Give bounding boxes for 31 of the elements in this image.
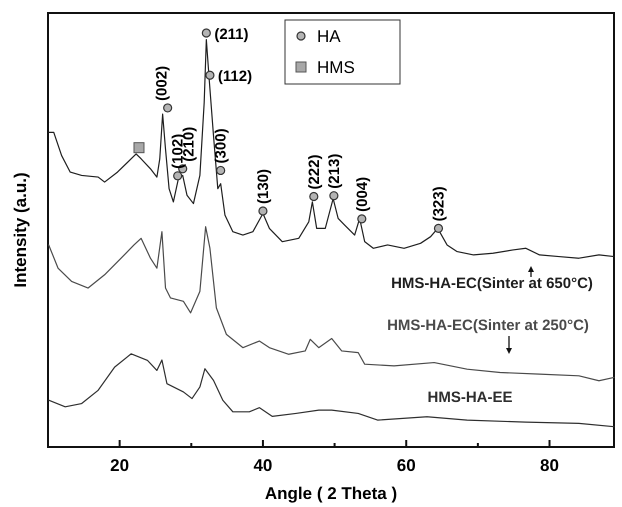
annotation: (004) — [354, 176, 371, 212]
point — [216, 166, 226, 176]
point — [163, 103, 172, 113]
point — [205, 70, 215, 80]
x-tick-label: 20 — [110, 456, 130, 475]
point — [309, 192, 318, 202]
point — [133, 142, 144, 154]
x-tick-label: 60 — [396, 456, 416, 475]
point — [258, 206, 268, 216]
y-axis-title: Intensity (a.u.) — [11, 172, 30, 288]
point — [173, 171, 182, 180]
annotation: (222) — [306, 154, 323, 190]
x-tick-label: 40 — [253, 456, 272, 475]
legend-label: HMS — [317, 58, 355, 77]
annotation: (323) — [430, 186, 448, 222]
series-label: HMS-HA-EE — [428, 389, 512, 406]
annotation: (300) — [212, 128, 230, 164]
x-tick-label: 80 — [540, 456, 559, 475]
point — [434, 224, 444, 234]
annotation: (130) — [254, 168, 272, 204]
annotation: (213) — [326, 154, 343, 189]
annotation: (112) — [218, 68, 252, 86]
annotation: (211) — [214, 26, 249, 43]
x-axis-title: Angle ( 2 Theta ) — [264, 484, 398, 503]
point — [329, 191, 338, 200]
point — [202, 28, 211, 38]
point — [357, 214, 366, 224]
annotation: (002) — [154, 66, 171, 101]
series-label: HMS-HA-EC(Sinter at 650°C) — [391, 275, 593, 292]
text: HMS-HA-EC(Sinter at 250°C) — [387, 317, 589, 334]
legend-label: HA — [317, 27, 342, 46]
